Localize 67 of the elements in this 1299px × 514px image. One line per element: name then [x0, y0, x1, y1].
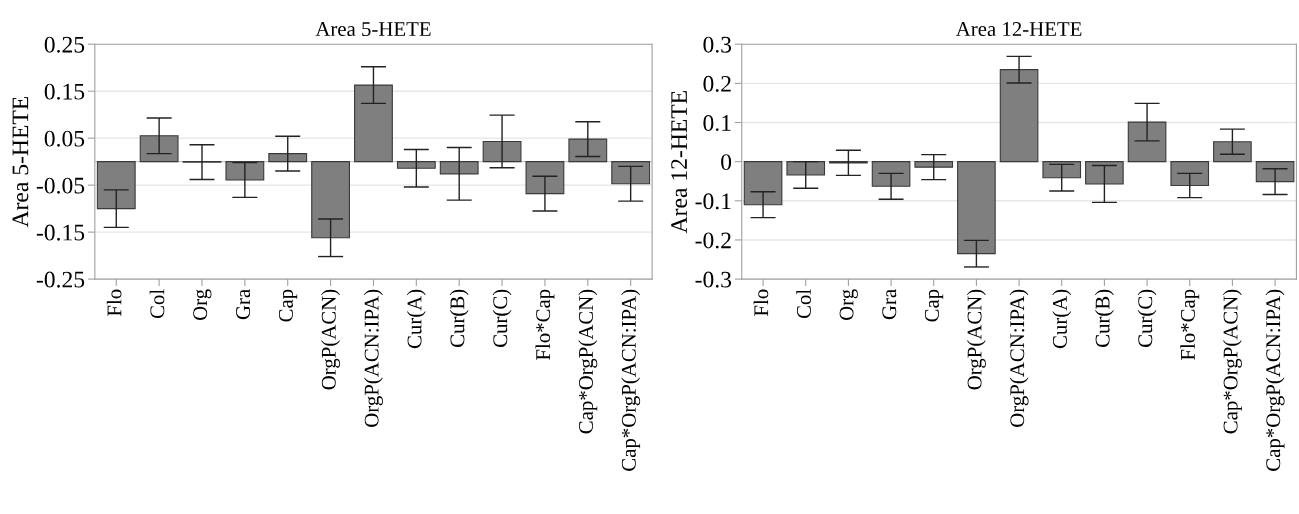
y-tick-label: 0.15 — [44, 83, 85, 100]
x-tick-label: Cur(B) — [1094, 289, 1114, 347]
bar — [786, 161, 826, 176]
bar — [914, 161, 954, 168]
bar — [225, 161, 265, 181]
x-tick-label: Cap*OrgP(ACN) — [1222, 289, 1242, 434]
bar — [611, 161, 651, 185]
y-tick-label: 0.05 — [44, 130, 85, 147]
bar — [957, 161, 996, 255]
x-tick-label: Flo*Cap — [1180, 289, 1200, 360]
x-tick-label: Col — [796, 289, 811, 319]
y-tick-label: -0.15 — [36, 224, 85, 241]
bar — [354, 84, 393, 163]
x-tick-label: Flo — [753, 289, 769, 317]
x-tick-label: Cur(A) — [406, 289, 426, 349]
bar — [1213, 141, 1252, 163]
x-tick-label: Cap*OrgP(ACN) — [578, 289, 598, 434]
y-tick-label: 0.1 — [703, 114, 731, 132]
y-tick-label: -0.1 — [695, 193, 731, 210]
x-tick-label: Gra — [236, 289, 251, 320]
x-tick-label: Gra — [882, 289, 897, 320]
y-tick-label: 0.3 — [703, 36, 732, 53]
bar — [439, 161, 479, 175]
bar — [568, 138, 608, 163]
x-tick-label: Cap — [278, 289, 298, 322]
y-tick-label: -0.25 — [36, 271, 85, 288]
x-tick-label: Cur(C) — [492, 289, 512, 347]
bar — [96, 161, 136, 210]
y-tick-label: -0.3 — [695, 271, 732, 288]
y-tick-label: 0.25 — [44, 36, 85, 53]
bar — [1127, 121, 1167, 163]
x-tick-label: Org — [839, 289, 858, 320]
x-tick-label: OrgP(ACN:IPA) — [1009, 289, 1029, 427]
bar — [1085, 161, 1124, 185]
bar — [396, 161, 436, 169]
bar — [311, 161, 351, 239]
y-tick-label: 0 — [721, 154, 732, 171]
y-axis-title: Area 12-HETE — [671, 91, 688, 234]
x-tick-label: Col — [149, 289, 165, 319]
bar — [482, 140, 522, 163]
x-tick-label: Cap — [924, 289, 944, 322]
x-tick-label: Cur(B) — [449, 289, 469, 347]
bar — [525, 161, 565, 195]
bar — [268, 153, 308, 163]
bar — [743, 161, 783, 206]
y-tick-label: -0.05 — [36, 177, 85, 194]
x-tick-label: OrgP(ACN:IPA) — [363, 289, 383, 427]
x-tick-label: Flo*Cap — [535, 289, 555, 360]
bar — [871, 161, 911, 187]
bar — [139, 135, 179, 163]
chart-title: Area 12-HETE — [955, 22, 1082, 37]
x-tick-label: Flo — [106, 289, 122, 317]
y-tick-label: -0.2 — [695, 232, 731, 249]
x-tick-label: Cap*OrgP(ACN:IPA) — [1265, 289, 1285, 471]
bar — [1170, 161, 1210, 187]
bar — [1255, 161, 1295, 183]
x-tick-label: OrgP(ACN) — [321, 289, 341, 390]
x-tick-label: Cur(C) — [1137, 289, 1157, 347]
bar — [999, 69, 1039, 163]
x-tick-label: Cap*OrgP(ACN:IPA) — [621, 289, 641, 471]
chart-title: Area 5-HETE — [315, 22, 431, 37]
y-tick-label: 0.2 — [703, 75, 731, 92]
y-axis-title: Area 5-HETE — [12, 96, 29, 228]
bar — [1042, 161, 1082, 179]
x-tick-label: Org — [193, 289, 212, 320]
x-tick-label: OrgP(ACN) — [966, 289, 986, 390]
x-tick-label: Cur(A) — [1052, 289, 1072, 349]
